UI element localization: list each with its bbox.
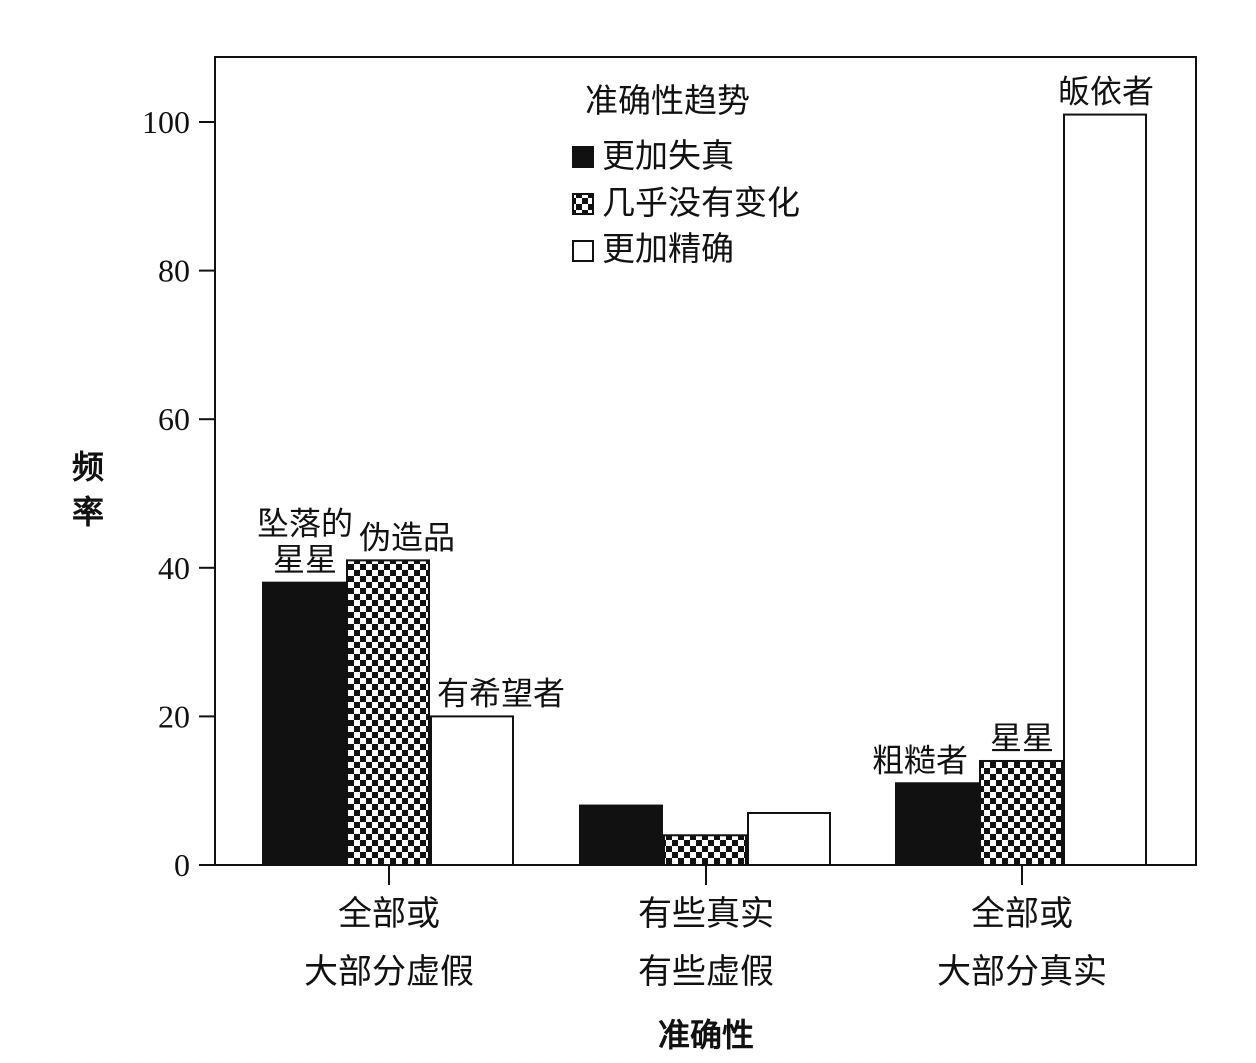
bar-checker-category-1: [346, 559, 430, 866]
legend-entry-1: 更加失真: [602, 136, 734, 175]
y-axis-title-char-1: 频: [72, 448, 104, 486]
category-label-3-line-2: 大部分真实: [937, 952, 1107, 992]
bar-annotation-1-line-2: 星星: [273, 541, 337, 579]
legend: 准确性趋势 更加失真 几乎没有变化 更加精确: [572, 81, 800, 268]
bar-solid-category-2: [579, 804, 663, 866]
bar-checker-category-3: [979, 759, 1063, 866]
bars: [262, 113, 1147, 867]
category-label-1-line-2: 大部分虚假: [304, 952, 474, 992]
bar-empty-category-2: [747, 811, 831, 866]
bar-empty-category-3: [1063, 113, 1147, 866]
bar-annotation-1-line-1: 坠落的: [257, 505, 353, 543]
legend-swatch-checker: [572, 193, 594, 215]
y-axis-title-char-2: 率: [72, 493, 104, 531]
bar-solid-category-1: [262, 581, 346, 866]
y-tick-label-100: 100: [142, 104, 190, 140]
y-tick-label-60: 60: [158, 401, 190, 437]
y-tick-label-40: 40: [158, 550, 190, 586]
legend-entry-2: 几乎没有变化: [602, 183, 800, 222]
bar-annotation-5: 星星: [990, 719, 1054, 757]
legend-swatch-solid: [572, 146, 594, 168]
bar-annotation-2: 伪造品: [359, 518, 455, 556]
y-tick-label-0: 0: [174, 847, 190, 883]
x-axis-title: 准确性: [658, 1016, 754, 1054]
category-label-1-line-1: 全部或: [338, 894, 440, 934]
bar-checker-category-2: [663, 834, 747, 867]
bar-annotation-3: 有希望者: [437, 674, 565, 712]
y-axis-title: 频 率: [72, 448, 104, 531]
category-label-2-line-2: 有些虚假: [638, 952, 774, 992]
category-label-3-line-1: 全部或: [971, 894, 1073, 934]
y-tick-label-20: 20: [158, 698, 190, 734]
bar-annotation-4: 粗糙者: [872, 741, 968, 779]
bar-solid-category-3: [895, 782, 979, 867]
bar-empty-category-1: [430, 715, 514, 867]
legend-swatch-empty: [572, 240, 594, 262]
legend-title: 准确性趋势: [585, 81, 750, 120]
y-tick-label-80: 80: [158, 253, 190, 289]
category-label-2-line-1: 有些真实: [638, 894, 774, 934]
legend-entry-3: 更加精确: [602, 229, 734, 268]
y-axis: 0 20 40 60 80 100: [142, 104, 215, 883]
bar-annotation-6: 皈依者: [1058, 73, 1154, 111]
